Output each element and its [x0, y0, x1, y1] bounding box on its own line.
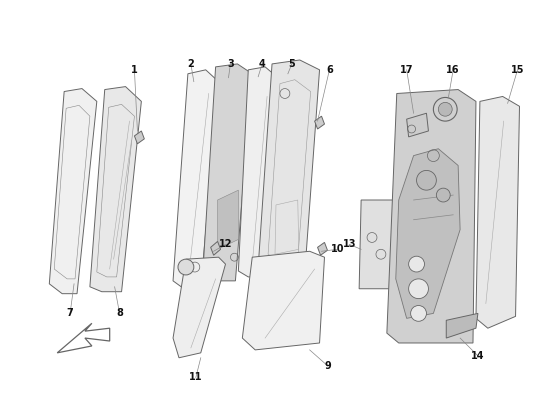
Text: 8: 8 — [116, 308, 123, 318]
Text: 2: 2 — [188, 59, 194, 69]
Polygon shape — [203, 64, 252, 281]
Circle shape — [436, 188, 450, 202]
Text: 11: 11 — [189, 372, 202, 382]
Polygon shape — [173, 257, 226, 358]
Polygon shape — [258, 60, 320, 274]
Text: 4: 4 — [258, 59, 266, 69]
Polygon shape — [446, 314, 478, 338]
Text: 5: 5 — [288, 59, 295, 69]
Polygon shape — [238, 67, 278, 277]
Polygon shape — [406, 113, 428, 137]
Circle shape — [409, 256, 425, 272]
Text: 17: 17 — [400, 65, 414, 75]
Polygon shape — [396, 149, 460, 318]
Polygon shape — [218, 190, 238, 249]
Polygon shape — [50, 88, 97, 294]
Polygon shape — [90, 86, 141, 292]
Text: 10: 10 — [331, 244, 344, 254]
Text: 13: 13 — [343, 239, 356, 249]
Text: 12: 12 — [219, 239, 232, 249]
Polygon shape — [243, 251, 324, 350]
Text: 1: 1 — [131, 65, 138, 75]
Circle shape — [433, 98, 457, 121]
Text: 7: 7 — [67, 308, 74, 318]
Circle shape — [438, 102, 452, 116]
Circle shape — [416, 170, 436, 190]
Polygon shape — [211, 242, 221, 255]
Text: 6: 6 — [326, 65, 333, 75]
Text: 9: 9 — [324, 361, 331, 371]
Polygon shape — [315, 116, 324, 129]
Polygon shape — [387, 90, 476, 343]
Polygon shape — [134, 131, 144, 144]
Circle shape — [409, 279, 428, 299]
Circle shape — [178, 259, 194, 275]
Text: 15: 15 — [511, 65, 524, 75]
Circle shape — [411, 306, 426, 321]
Text: 3: 3 — [227, 59, 234, 69]
Text: 14: 14 — [471, 351, 485, 361]
Polygon shape — [317, 242, 327, 255]
Polygon shape — [173, 70, 218, 289]
Polygon shape — [476, 96, 520, 328]
Text: 16: 16 — [447, 65, 460, 75]
Polygon shape — [359, 200, 396, 289]
